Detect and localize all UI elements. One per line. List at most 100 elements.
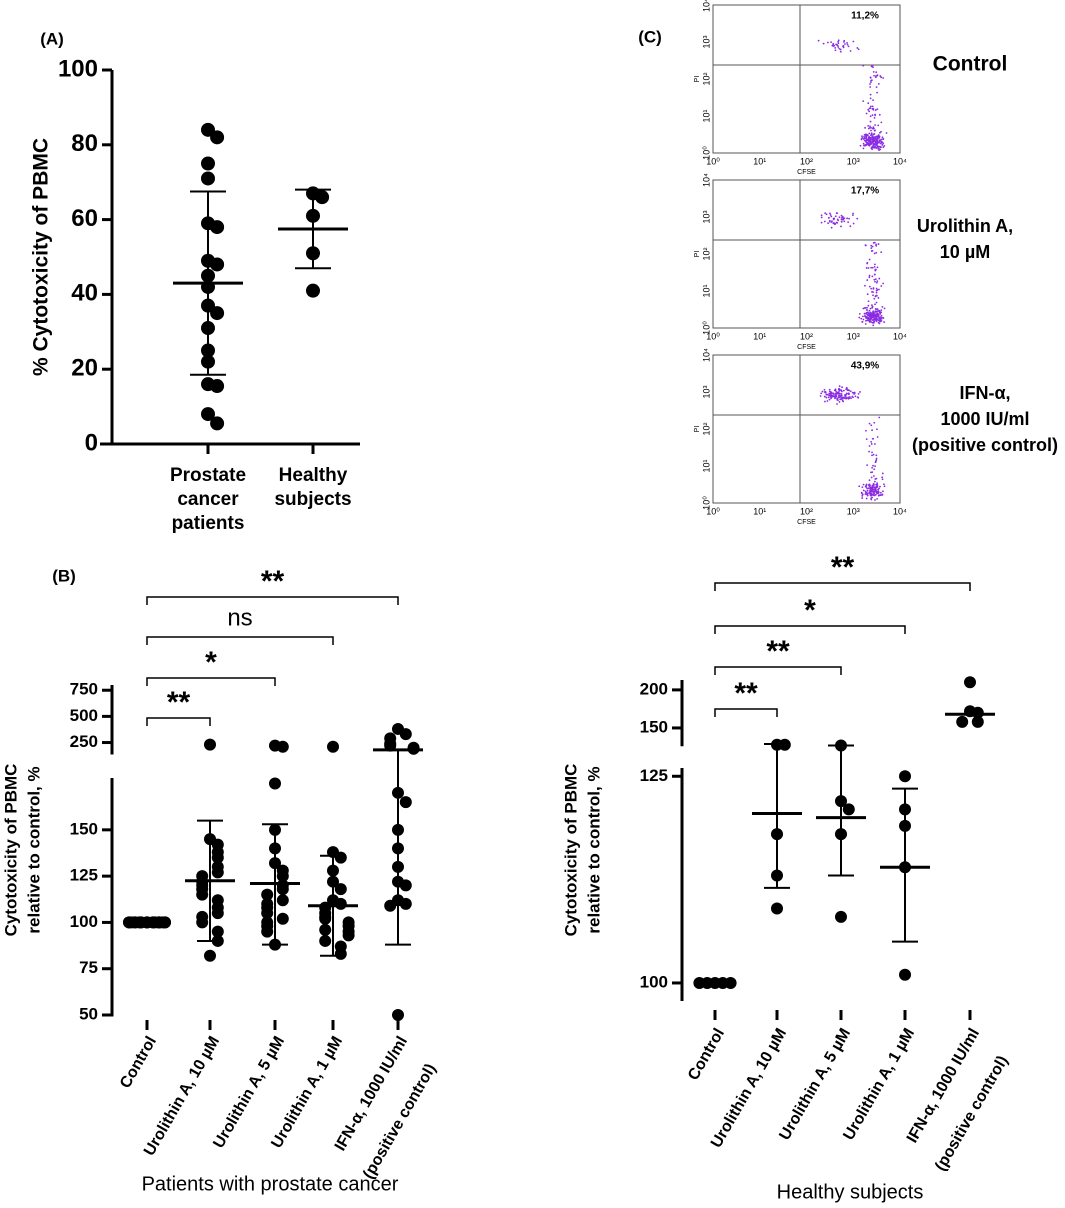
cell-dot <box>834 396 837 399</box>
data-point <box>392 1009 404 1021</box>
cell-dot <box>874 273 876 276</box>
y-tick-label: 75 <box>79 958 98 977</box>
cell-dot <box>862 318 865 321</box>
y-tick-label: 50 <box>79 1004 98 1023</box>
cell-dot <box>825 213 828 216</box>
cell-dot <box>849 50 852 52</box>
cell-dot <box>881 141 883 144</box>
cell-dot <box>875 454 878 457</box>
cell-dot <box>871 321 874 324</box>
cell-dot <box>820 392 823 395</box>
cell-dot <box>877 316 880 318</box>
cell-dot <box>861 315 864 318</box>
cell-dot <box>879 75 882 77</box>
percent-label: 17,7% <box>851 186 879 197</box>
cell-dot <box>834 388 837 391</box>
cell-dot <box>873 278 876 281</box>
cell-dot <box>828 219 831 222</box>
cell-dot <box>875 243 877 246</box>
y-tick-label: 10⁴ <box>701 348 711 362</box>
cell-dot <box>876 266 879 269</box>
cell-dot <box>865 491 867 494</box>
cell-dot <box>875 251 878 254</box>
significance-label: * <box>804 594 816 627</box>
cell-dot <box>875 301 878 304</box>
cell-dot <box>880 121 883 124</box>
cell-dot <box>865 138 868 141</box>
cell-dot <box>878 139 881 142</box>
cell-dot <box>838 396 840 399</box>
data-point <box>342 929 355 942</box>
data-point <box>835 910 847 923</box>
cell-dot <box>871 306 874 309</box>
cell-dot <box>836 393 838 395</box>
cell-dot <box>871 454 873 457</box>
cell-dot <box>876 136 879 138</box>
y-tick-label: 60 <box>71 205 98 232</box>
cell-dot <box>883 307 886 310</box>
cell-dot <box>834 49 837 52</box>
cell-dot <box>862 142 865 145</box>
cell-dot <box>875 489 878 492</box>
cell-dot <box>844 396 847 398</box>
cell-dot <box>873 317 876 320</box>
cell-dot <box>872 142 875 145</box>
cell-dot <box>878 141 880 144</box>
cell-dot <box>851 391 854 394</box>
cell-dot <box>874 280 876 283</box>
cell-dot <box>875 287 878 290</box>
data-point <box>334 851 347 864</box>
cell-dot <box>870 79 873 82</box>
cell-dot <box>877 321 880 324</box>
cell-dot <box>828 392 831 395</box>
cell-dot <box>846 217 848 220</box>
cell-dot <box>872 316 874 319</box>
cell-dot <box>852 396 854 399</box>
cell-dot <box>874 113 877 116</box>
y-tick-label: 10⁴ <box>701 0 711 12</box>
cell-dot <box>872 291 875 294</box>
cell-dot <box>875 291 878 294</box>
significance-label: ** <box>734 677 758 710</box>
data-point <box>276 870 289 883</box>
cell-dot <box>879 142 882 145</box>
cell-dot <box>837 392 840 395</box>
significance-label: ** <box>831 551 855 584</box>
cell-dot <box>875 138 878 141</box>
cell-dot <box>841 386 843 389</box>
cell-dot <box>872 70 875 73</box>
cell-dot <box>869 316 872 319</box>
cell-dot <box>840 218 843 221</box>
cell-dot <box>868 422 871 425</box>
y-axis-label: PI <box>694 251 701 258</box>
cell-dot <box>840 225 842 228</box>
cell-dot <box>827 396 830 399</box>
data-point <box>315 190 330 205</box>
cell-dot <box>872 484 875 487</box>
cell-dot <box>839 48 842 51</box>
cell-dot <box>876 139 878 142</box>
cell-dot <box>866 134 869 136</box>
data-point <box>399 879 412 892</box>
data-point <box>269 777 281 790</box>
x-tick-label: 10⁰ <box>706 331 720 341</box>
cell-dot <box>868 258 871 261</box>
cell-dot <box>856 217 859 220</box>
cell-dot <box>872 437 875 440</box>
cell-dot <box>870 443 873 445</box>
cell-dot <box>878 149 880 152</box>
data-point <box>319 934 332 947</box>
data-point <box>210 306 225 321</box>
cell-dot <box>866 319 869 322</box>
cell-dot <box>881 136 884 139</box>
x-tick-label: 10⁰ <box>706 156 720 166</box>
cell-dot <box>859 144 862 147</box>
cell-dot <box>873 263 876 266</box>
x-tick-label: Urolithin A, 5 µM <box>776 1026 854 1144</box>
cell-dot <box>833 44 836 47</box>
cell-dot <box>863 139 866 142</box>
y-axis-label: Cytotoxicity of PBMC <box>561 764 580 937</box>
cell-dot <box>871 451 873 454</box>
cell-dot <box>881 305 884 308</box>
